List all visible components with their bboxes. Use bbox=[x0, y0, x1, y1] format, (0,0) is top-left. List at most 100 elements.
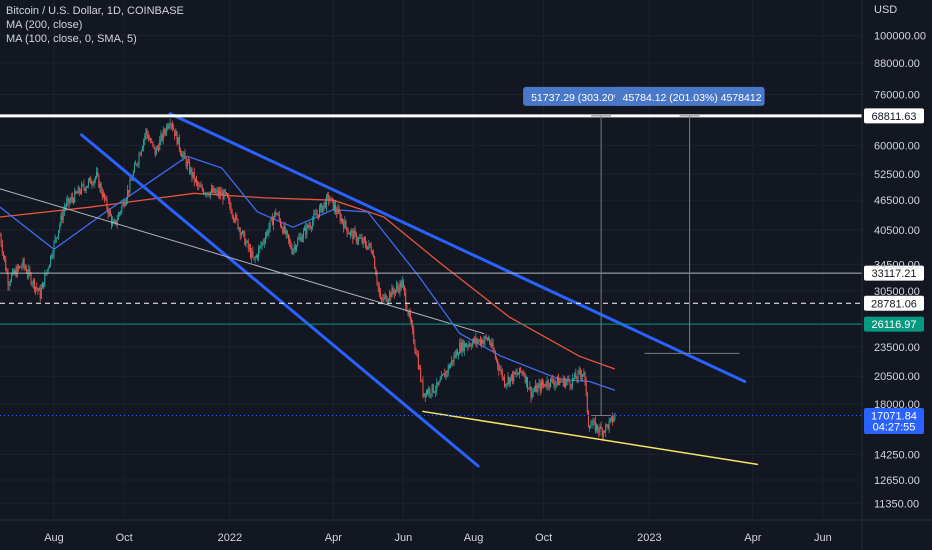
candle-body bbox=[289, 239, 291, 243]
candle-body bbox=[23, 259, 25, 267]
candle-body bbox=[451, 359, 453, 364]
candle-body bbox=[518, 367, 520, 375]
candle-body bbox=[573, 378, 575, 380]
candle-body bbox=[370, 246, 372, 252]
candle-body bbox=[55, 237, 57, 239]
candle-body bbox=[504, 377, 506, 386]
candle-body bbox=[86, 185, 88, 188]
candle-body bbox=[162, 129, 164, 140]
candle-body bbox=[544, 384, 546, 387]
candle-body bbox=[185, 158, 187, 167]
candle-body bbox=[98, 174, 100, 188]
candle-body bbox=[409, 312, 411, 321]
candle-body bbox=[576, 378, 578, 380]
candle-body bbox=[389, 292, 391, 300]
candle-body bbox=[246, 240, 248, 242]
candle-body bbox=[610, 416, 612, 419]
candle-body bbox=[178, 137, 180, 149]
candle-body bbox=[492, 342, 494, 351]
candle-body bbox=[564, 381, 566, 387]
candle-body bbox=[543, 384, 545, 385]
candle-body bbox=[358, 237, 360, 241]
candle-body bbox=[216, 190, 218, 192]
candle-body bbox=[71, 197, 73, 200]
candle-body bbox=[501, 370, 503, 378]
y-tick-label: 76000.00 bbox=[874, 90, 920, 102]
candle-body bbox=[469, 344, 471, 346]
candle-body bbox=[517, 374, 519, 375]
y-tick-label: 18000.00 bbox=[874, 399, 920, 411]
candle-body bbox=[384, 295, 386, 297]
candle-body bbox=[10, 274, 12, 282]
ma100-legend[interactable]: MA (100, close, 0, SMA, 5) bbox=[6, 33, 137, 45]
candle-body bbox=[383, 296, 385, 301]
candle-body bbox=[78, 187, 80, 193]
candle-body bbox=[447, 365, 449, 373]
drawings bbox=[0, 112, 759, 468]
y-tick-label: 34500.00 bbox=[874, 259, 920, 271]
candle-body bbox=[563, 378, 565, 387]
candle-body bbox=[96, 172, 98, 178]
candle-body bbox=[548, 385, 550, 387]
candle-body bbox=[292, 249, 294, 254]
candle-body bbox=[199, 186, 201, 188]
candle-body bbox=[63, 207, 65, 212]
ma200-legend[interactable]: MA (200, close) bbox=[6, 19, 83, 31]
candle-body bbox=[119, 212, 121, 215]
horizontal-levels: 68811.63 33117.21 28781.06 26116.97 17071.84… bbox=[0, 108, 924, 435]
candle-body bbox=[446, 371, 448, 373]
candle-body bbox=[482, 339, 484, 344]
candle-body bbox=[416, 354, 418, 356]
candle-body bbox=[351, 230, 353, 232]
candle-body bbox=[22, 259, 24, 267]
support-line bbox=[422, 410, 759, 466]
candle-body bbox=[258, 248, 260, 258]
candle-body bbox=[462, 341, 464, 351]
candle-body bbox=[400, 282, 402, 288]
candle-body bbox=[30, 273, 32, 284]
candle-body bbox=[179, 148, 181, 154]
candle-body bbox=[464, 343, 466, 347]
price-badge-label: 68811.63 bbox=[871, 111, 916, 123]
candle-body bbox=[339, 212, 341, 221]
candle-body bbox=[583, 372, 585, 375]
candle-body bbox=[273, 217, 275, 226]
candle-body bbox=[67, 198, 69, 202]
candle-body bbox=[354, 230, 356, 233]
candle-body bbox=[437, 382, 439, 385]
candle-body bbox=[106, 198, 108, 209]
candle-body bbox=[222, 192, 224, 200]
candle-body bbox=[590, 425, 592, 429]
candle-body bbox=[20, 266, 22, 268]
candle-body bbox=[574, 373, 576, 379]
candle-body bbox=[310, 227, 312, 229]
candle-body bbox=[396, 285, 398, 290]
candle-body bbox=[323, 202, 325, 206]
candle-body bbox=[65, 206, 67, 208]
candle-body bbox=[56, 236, 58, 238]
candle-body bbox=[506, 383, 508, 385]
candle-body bbox=[193, 172, 195, 182]
candle-body bbox=[267, 231, 269, 234]
candle-body bbox=[415, 349, 417, 355]
candle-body bbox=[523, 373, 525, 377]
candle-body bbox=[407, 311, 409, 315]
candle-body bbox=[496, 357, 498, 360]
x-tick-label: Oct bbox=[535, 532, 552, 544]
candle-body bbox=[165, 132, 167, 134]
candle-body bbox=[432, 384, 434, 393]
candle-body bbox=[7, 273, 9, 286]
candle-body bbox=[232, 215, 234, 220]
candle-body bbox=[478, 339, 480, 341]
symbol-title[interactable]: Bitcoin / U.S. Dollar, 1D, COINBASE bbox=[6, 5, 184, 17]
candle-body bbox=[489, 338, 491, 344]
candle-body bbox=[417, 355, 419, 369]
candle-body bbox=[186, 161, 188, 167]
candle-body bbox=[436, 382, 438, 391]
candle-body bbox=[337, 208, 339, 214]
candle-body bbox=[475, 337, 477, 343]
candle-body bbox=[363, 238, 365, 241]
candle-body bbox=[397, 285, 399, 288]
